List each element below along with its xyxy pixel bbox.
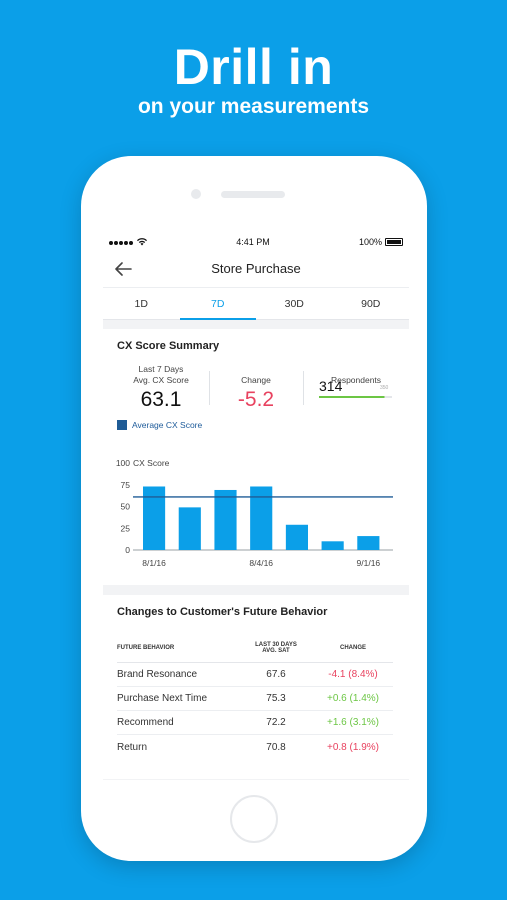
- behavior-title: Changes to Customer's Future Behavior: [117, 606, 328, 618]
- y-axis-label: CX Score: [133, 458, 170, 468]
- header-avg-sat: LAST 30 DAYS AVG. SAT: [239, 642, 313, 654]
- signal-indicator: [109, 237, 147, 247]
- table-row: Return 70.8 +0.8 (1.9%): [117, 735, 393, 759]
- battery-indicator: 100%: [359, 237, 403, 247]
- promo-headline: Drill in: [173, 39, 334, 95]
- chart-bar: [178, 507, 201, 550]
- respondents-progress-bar: [319, 396, 392, 398]
- home-button[interactable]: [230, 795, 278, 843]
- behavior-change: +0.6 (1.4%): [327, 693, 379, 704]
- respondents-stat: Respondents: [309, 375, 403, 386]
- avg-score-label: Avg. CX Score: [133, 375, 189, 385]
- behavior-name: Recommend: [117, 717, 174, 728]
- table-row: Recommend 72.2 +1.6 (3.1%): [117, 711, 393, 735]
- stat-divider: [303, 371, 304, 405]
- chart-bar: [321, 541, 344, 550]
- table-row: Purchase Next Time 75.3 +0.6 (1.4%): [117, 687, 393, 711]
- change-label: Change: [241, 375, 271, 385]
- period-label: Last 7 Days: [138, 364, 184, 374]
- y-tick-label: 25: [121, 523, 131, 533]
- chart-bar: [285, 524, 308, 550]
- behavior-change: +1.6 (3.1%): [327, 717, 379, 728]
- tab-30d[interactable]: 30D: [284, 298, 304, 310]
- x-tick-label: 8/4/16: [249, 558, 273, 568]
- change-stat: Change -5.2: [215, 375, 297, 412]
- promo-subhead: on your measurements: [137, 95, 370, 118]
- header-change: CHANGE: [339, 644, 366, 651]
- x-tick-label: 9/1/16: [357, 558, 381, 568]
- x-tick-label: 8/1/16: [142, 558, 166, 568]
- stat-divider: [209, 371, 210, 405]
- y-tick-label: 75: [121, 480, 131, 490]
- behavior-name: Purchase Next Time: [117, 693, 208, 704]
- camera-dot: [191, 189, 201, 199]
- back-arrow-icon[interactable]: [113, 260, 133, 278]
- battery-icon: [385, 238, 403, 246]
- signal-dots-icon: [109, 237, 134, 247]
- status-bar: 4:41 PM 100%: [103, 234, 409, 250]
- tab-1d[interactable]: 1D: [134, 298, 148, 310]
- chart-bar: [250, 486, 273, 550]
- table-header: FUTURE BEHAVIOR LAST 30 DAYS AVG. SAT CH…: [117, 633, 393, 663]
- phone-frame: 4:41 PM 100% Store Purchase 1D 7D 30D 90…: [81, 156, 427, 861]
- behavior-name: Brand Resonance: [117, 669, 198, 680]
- chart-bar: [214, 489, 237, 550]
- future-behavior-card: Changes to Customer's Future Behavior FU…: [103, 595, 409, 779]
- wifi-icon: [137, 238, 147, 246]
- table-body: Brand Resonance 67.6 -4.1 (8.4%) Purchase N…: [117, 663, 393, 759]
- status-time: 4:41 PM: [236, 237, 270, 247]
- legend-label: Average CX Score: [132, 420, 203, 430]
- cx-summary-card: CX Score Summary Last 7 Days Avg. CX Sco…: [103, 329, 409, 585]
- tab-7d[interactable]: 7D: [179, 288, 257, 320]
- respondents-total: 350: [380, 385, 389, 391]
- table-row: Brand Resonance 67.6 -4.1 (8.4%): [117, 663, 393, 687]
- nav-bar: Store Purchase: [103, 250, 409, 288]
- behavior-change: +0.8 (1.9%): [327, 741, 379, 753]
- battery-percent: 100%: [358, 237, 382, 247]
- header-avg-sat-label: AVG. SAT: [262, 647, 290, 654]
- y-tick-label: 50: [121, 502, 131, 512]
- app-screen: 4:41 PM 100% Store Purchase 1D 7D 30D 90…: [103, 234, 409, 780]
- tab-90d[interactable]: 90D: [361, 298, 381, 310]
- behavior-avg-sat: 67.6: [266, 669, 286, 680]
- change-value: -5.2: [237, 388, 275, 411]
- summary-title: CX Score Summary: [117, 340, 220, 352]
- header-future-behavior: FUTURE BEHAVIOR: [117, 644, 175, 651]
- avg-score-stat: Last 7 Days Avg. CX Score 63.1: [117, 364, 205, 412]
- y-tick-label: 100: [116, 458, 130, 468]
- avg-score-value: 63.1: [140, 388, 182, 411]
- cx-score-bar-chart: 0 25 50 75 100 CX Score 8/1/16 8/4/16 9/1/16: [116, 458, 393, 568]
- y-tick-label: 0: [125, 545, 130, 555]
- behavior-avg-sat: 70.8: [266, 741, 286, 753]
- chart-bar: [143, 486, 166, 550]
- respondents-label: Respondents: [330, 375, 382, 385]
- behavior-name: Return: [117, 741, 148, 753]
- period-tabs: 1D 7D 30D 90D: [103, 288, 409, 320]
- page-title: Store Purchase: [211, 261, 301, 276]
- speaker-grille: [221, 191, 285, 198]
- header-last-30-days: LAST 30 DAYS: [255, 641, 297, 648]
- behavior-avg-sat: 72.2: [266, 717, 286, 728]
- chart-bar: [357, 536, 380, 550]
- legend-swatch: [117, 420, 127, 430]
- behavior-change: -4.1 (8.4%): [328, 669, 378, 680]
- chart-legend: Average CX Score: [117, 420, 202, 430]
- behavior-avg-sat: 75.3: [266, 693, 286, 704]
- behavior-table: FUTURE BEHAVIOR LAST 30 DAYS AVG. SAT CH…: [117, 633, 393, 759]
- respondents-value: 314: [319, 378, 343, 394]
